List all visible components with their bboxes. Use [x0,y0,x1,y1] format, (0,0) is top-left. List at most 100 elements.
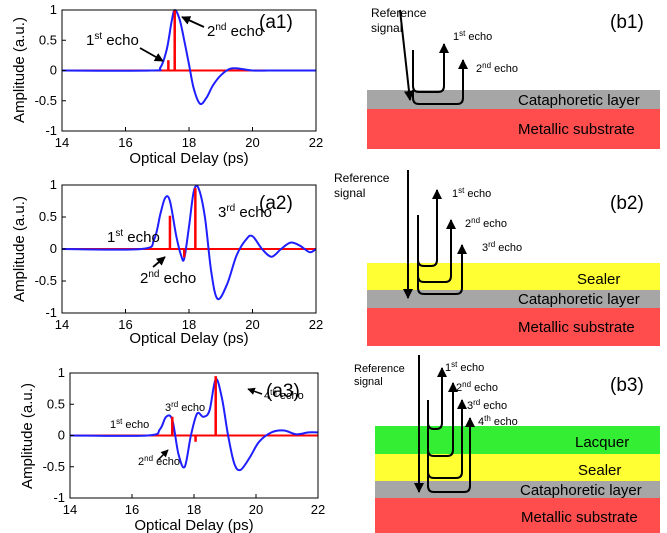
a2-x-axis-label: Optical Delay (ps) [129,330,248,347]
b3-cataphoretic-layer [375,481,660,498]
b1-reference-arrow [399,9,414,101]
a2-x-tick-label-2: 16 [118,317,132,332]
b3-echo-1-label: 1st echo [445,360,484,374]
a3-echo-4-arrow [247,387,263,395]
a2-echo-3-label: 3rd echo [218,203,272,221]
a2-x-tick-label-5: 22 [309,317,323,332]
a1-echo-1-arrow [139,47,164,62]
chart-a3: 14 16 18 20 22 -1 -0.5 0 0.5 1 Optical Delay (ps)… [19,365,325,533]
a1-y-tick-label-5: 1 [50,2,57,17]
b3-metallic-substrate [375,498,660,533]
b3-panel-label: (b3) [610,375,644,396]
diagram-b2: (b2) Reference signal Sealer Cataphoretic… [334,170,660,346]
b2-panel-label: (b2) [610,193,644,214]
b2-sealer-label: Sealer [577,271,620,288]
b1-metallic-substrate [367,109,660,149]
a2-waveform-line [61,184,317,301]
a3-y-tick-label-3: 0 [58,428,65,443]
b3-cataphoretic-label: Cataphoretic layer [520,482,642,499]
a3-echo-3-label: 3rd echo [165,400,205,414]
b1-echo-2-label: 2nd echo [476,61,518,75]
a2-y-tick-label-2: -0.5 [35,273,57,288]
b2-echo-1-label: 1st echo [452,186,491,200]
b3-lacquer-label: Lacquer [575,434,629,451]
b2-echo-3-path [417,244,467,295]
b1-echo-2-path [412,59,468,105]
b3-echo-4-path [427,417,475,493]
a1-y-tick-label-1: -1 [45,123,57,138]
b3-echo-2-label: 2nd echo [456,380,498,394]
b2-reference-label: Reference signal [334,171,390,200]
a1-ticks: 14 16 18 20 22 -1 -0.5 0 0.5 1 [35,2,324,150]
a1-echo-1-label: 1st echo [86,31,139,49]
a1-y-tick-label-2: -0.5 [35,93,57,108]
a1-y-tick-label-3: 0 [50,63,57,78]
a3-x-tick-label-2: 16 [125,502,139,517]
a3-x-tick-label-3: 18 [187,502,201,517]
a2-y-tick-label-4: 0.5 [39,209,57,224]
a3-y-tick-label-2: -0.5 [43,459,65,474]
a3-y-tick-label-4: 0.5 [47,396,65,411]
b2-metallic-label: Metallic substrate [518,319,635,336]
a3-panel-label: (a3) [266,381,300,402]
a3-plot-area [69,376,319,472]
a1-x-tick-label-5: 22 [309,135,323,150]
a1-panel-label: (a1) [259,12,293,33]
a1-echo-2-label: 2nd echo [207,22,263,40]
b1-metallic-label: Metallic substrate [518,121,635,138]
chart-a1: 14 16 18 20 22 -1 -0.5 0 0.5 1 Optical Delay (ps)… [11,2,323,167]
a1-x-axis-label: Optical Delay (ps) [129,150,248,167]
a2-plot-area [61,184,317,301]
a2-panel-label: (a2) [259,193,293,214]
a3-y-tick-label-1: -1 [53,490,65,505]
a3-echo-4-label: 4th echo [264,388,304,402]
b3-echo-1-path [427,367,447,430]
a1-waveform-line [61,9,316,106]
b3-sealer-label: Sealer [578,462,621,479]
a1-x-tick-label-3: 18 [182,135,196,150]
b2-echo-3-label: 3rd echo [482,240,522,254]
a3-x-axis-label: Optical Delay (ps) [134,517,253,533]
a2-x-tick-label-3: 18 [182,317,196,332]
b2-echo-2-label: 2nd echo [465,216,507,230]
a2-x-tick-label-4: 20 [245,317,259,332]
b1-panel-label: (b1) [610,12,644,33]
b3-metallic-label: Metallic substrate [521,509,638,526]
a1-plot-area [61,9,316,106]
a2-x-tick-label-1: 14 [55,317,69,332]
a2-echo-1-label: 1st echo [107,228,160,246]
b2-metallic-substrate [367,308,660,346]
a1-x-tick-label-1: 14 [55,135,69,150]
a2-y-tick-label-5: 1 [50,177,57,192]
a3-x-tick-label-1: 14 [63,502,77,517]
b1-reference-label: Reference signal [371,6,427,35]
b2-cataphoretic-label: Cataphoretic layer [518,291,640,308]
a3-echo-2-arrow [157,449,169,461]
a2-echo-2-label: 2nd echo [140,269,196,287]
chart-a2: 14 16 18 20 22 -1 -0.5 0 0.5 1 Optical Delay (ps)… [11,177,323,347]
b3-reference-label: Reference signal [354,363,405,388]
diagram-b3: (b3) Reference signal Lacquer Sealer Cata… [354,355,660,533]
a1-y-tick-label-4: 0.5 [39,32,57,47]
a1-x-tick-label-2: 16 [118,135,132,150]
a3-y-tick-label-5: 1 [58,365,65,380]
b2-sealer-layer [367,263,660,290]
diagram-b1: (b1) Reference signal Cataphoretic layer … [367,6,660,149]
a3-echo-1-label: 1st echo [110,417,149,431]
a2-y-axis-label: Amplitude (a.u.) [11,196,28,302]
a3-x-tick-label-5: 22 [311,502,325,517]
a1-y-axis-label: Amplitude (a.u.) [11,17,28,123]
a2-ticks: 14 16 18 20 22 -1 -0.5 0 0.5 1 [35,177,324,332]
a2-y-tick-label-3: 0 [50,241,57,256]
a3-x-tick-label-4: 20 [249,502,263,517]
a3-y-axis-label: Amplitude (a.u.) [19,383,36,489]
a3-ticks: 14 16 18 20 22 -1 -0.5 0 0.5 1 [43,365,326,517]
a1-x-tick-label-4: 20 [245,135,259,150]
a2-echo-2-arrow [152,256,166,268]
a2-y-tick-label-1: -1 [45,305,57,320]
b2-echo-1-path [417,189,442,267]
b1-cataphoretic-label: Cataphoretic layer [518,92,640,109]
b3-echo-3-label: 3rd echo [467,398,507,412]
b3-echo-4-label: 4th echo [478,414,518,428]
